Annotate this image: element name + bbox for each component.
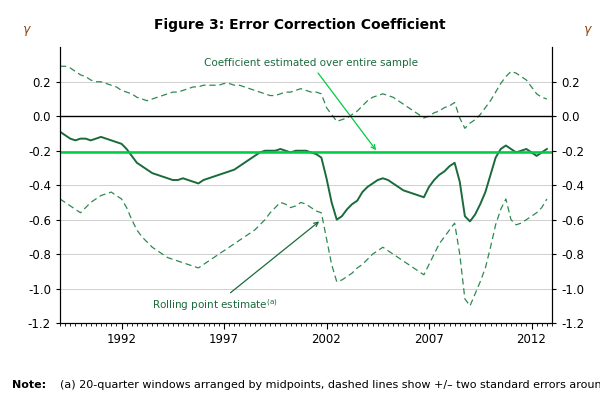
Text: Figure 3: Error Correction Coefficient: Figure 3: Error Correction Coefficient — [154, 17, 446, 32]
Text: γ: γ — [583, 23, 590, 36]
Text: Coefficient estimated over entire sample: Coefficient estimated over entire sample — [203, 58, 418, 149]
Text: Note:: Note: — [12, 380, 46, 390]
Text: γ: γ — [22, 23, 29, 36]
Text: Rolling point estimate$^{\mathregular{(a)}}$: Rolling point estimate$^{\mathregular{(a… — [152, 222, 318, 313]
Text: (a) 20-quarter windows arranged by midpoints, dashed lines show +/– two standard: (a) 20-quarter windows arranged by midpo… — [60, 380, 600, 390]
